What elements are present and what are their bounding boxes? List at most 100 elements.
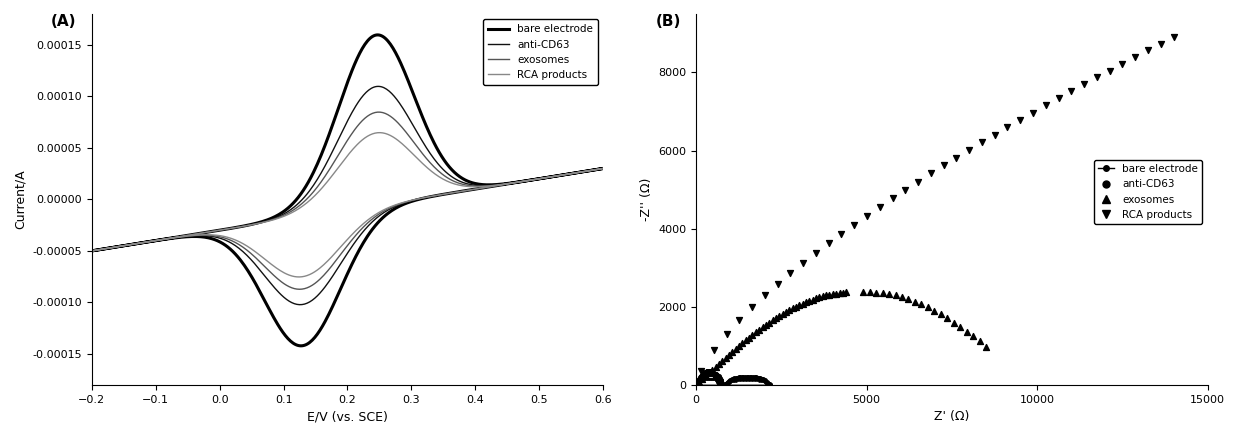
Legend: bare electrode, anti-CD63, exosomes, RCA products: bare electrode, anti-CD63, exosomes, RCA…	[482, 19, 598, 85]
Point	[710, 381, 730, 388]
Point	[688, 378, 707, 385]
Point	[836, 289, 856, 296]
Point	[833, 289, 852, 296]
Point	[699, 368, 719, 375]
Point	[763, 317, 783, 324]
Point	[689, 377, 709, 384]
Point	[698, 368, 717, 375]
Point	[740, 334, 760, 341]
Point	[938, 315, 958, 322]
Point	[707, 376, 727, 383]
Point	[699, 369, 719, 376]
Point	[896, 186, 916, 193]
Point	[722, 348, 742, 355]
Point	[730, 343, 750, 350]
Text: (A): (A)	[51, 14, 77, 29]
Point	[709, 360, 729, 367]
Point	[706, 374, 726, 381]
Point	[701, 368, 721, 375]
Point	[710, 380, 730, 387]
Point	[823, 291, 843, 298]
Point	[886, 292, 906, 299]
Point	[707, 378, 727, 385]
Point	[689, 376, 709, 383]
Point	[716, 354, 736, 361]
Point	[701, 369, 721, 376]
Point	[1151, 40, 1171, 47]
Point	[689, 378, 709, 385]
Point	[985, 131, 1005, 138]
Point	[1139, 47, 1158, 54]
Point	[705, 373, 725, 380]
Point	[959, 146, 979, 153]
Point	[704, 371, 724, 378]
Point	[736, 337, 756, 344]
Point	[694, 370, 714, 377]
Point	[699, 368, 719, 375]
Point	[704, 371, 724, 378]
Point	[789, 302, 809, 309]
Point	[786, 303, 805, 310]
Point	[696, 368, 716, 375]
Point	[809, 294, 829, 301]
Point	[742, 304, 762, 311]
Point	[1062, 88, 1082, 95]
Point	[699, 368, 719, 375]
Point	[689, 376, 709, 383]
Point	[709, 379, 729, 386]
Point	[866, 289, 886, 296]
Point	[872, 290, 892, 297]
Point	[688, 379, 707, 386]
Point	[732, 340, 752, 347]
Point	[686, 381, 706, 388]
Point	[957, 328, 976, 335]
Point	[970, 338, 990, 345]
Point	[854, 289, 873, 296]
Point	[844, 221, 864, 228]
Point	[908, 178, 928, 185]
Point	[690, 374, 710, 381]
Point	[803, 296, 823, 303]
Point	[904, 298, 924, 305]
Point	[1036, 102, 1056, 109]
Point	[882, 195, 902, 202]
Point	[934, 162, 954, 169]
Point	[730, 317, 750, 324]
Point	[1010, 116, 1030, 123]
Point	[695, 369, 715, 376]
Point	[690, 375, 710, 382]
Point	[760, 319, 779, 326]
Point	[691, 373, 711, 380]
Point	[700, 368, 720, 375]
Point	[700, 368, 720, 375]
Point	[690, 375, 710, 382]
Point	[701, 369, 721, 376]
Point	[870, 203, 890, 210]
Point	[707, 376, 727, 383]
Point	[944, 319, 964, 326]
Point	[707, 377, 727, 384]
Point	[703, 370, 722, 377]
Point	[1048, 95, 1068, 102]
Point	[699, 368, 719, 375]
Point	[918, 304, 938, 311]
Point	[705, 372, 725, 379]
Point	[693, 371, 712, 378]
Point	[963, 333, 983, 340]
Point	[703, 366, 722, 373]
Point	[691, 374, 711, 381]
Point	[696, 368, 716, 375]
Point	[700, 368, 720, 375]
Point	[693, 371, 712, 378]
Point	[807, 295, 826, 302]
Point	[691, 373, 711, 380]
Point	[773, 311, 793, 318]
Legend: bare electrode, anti-CD63, exosomes, RCA products: bare electrode, anti-CD63, exosomes, RCA…	[1094, 160, 1202, 224]
Point	[701, 368, 721, 375]
Point	[693, 371, 712, 378]
Point	[750, 326, 769, 333]
Point	[756, 322, 776, 329]
Point	[826, 290, 846, 297]
Point	[769, 312, 789, 319]
Point	[830, 290, 850, 297]
